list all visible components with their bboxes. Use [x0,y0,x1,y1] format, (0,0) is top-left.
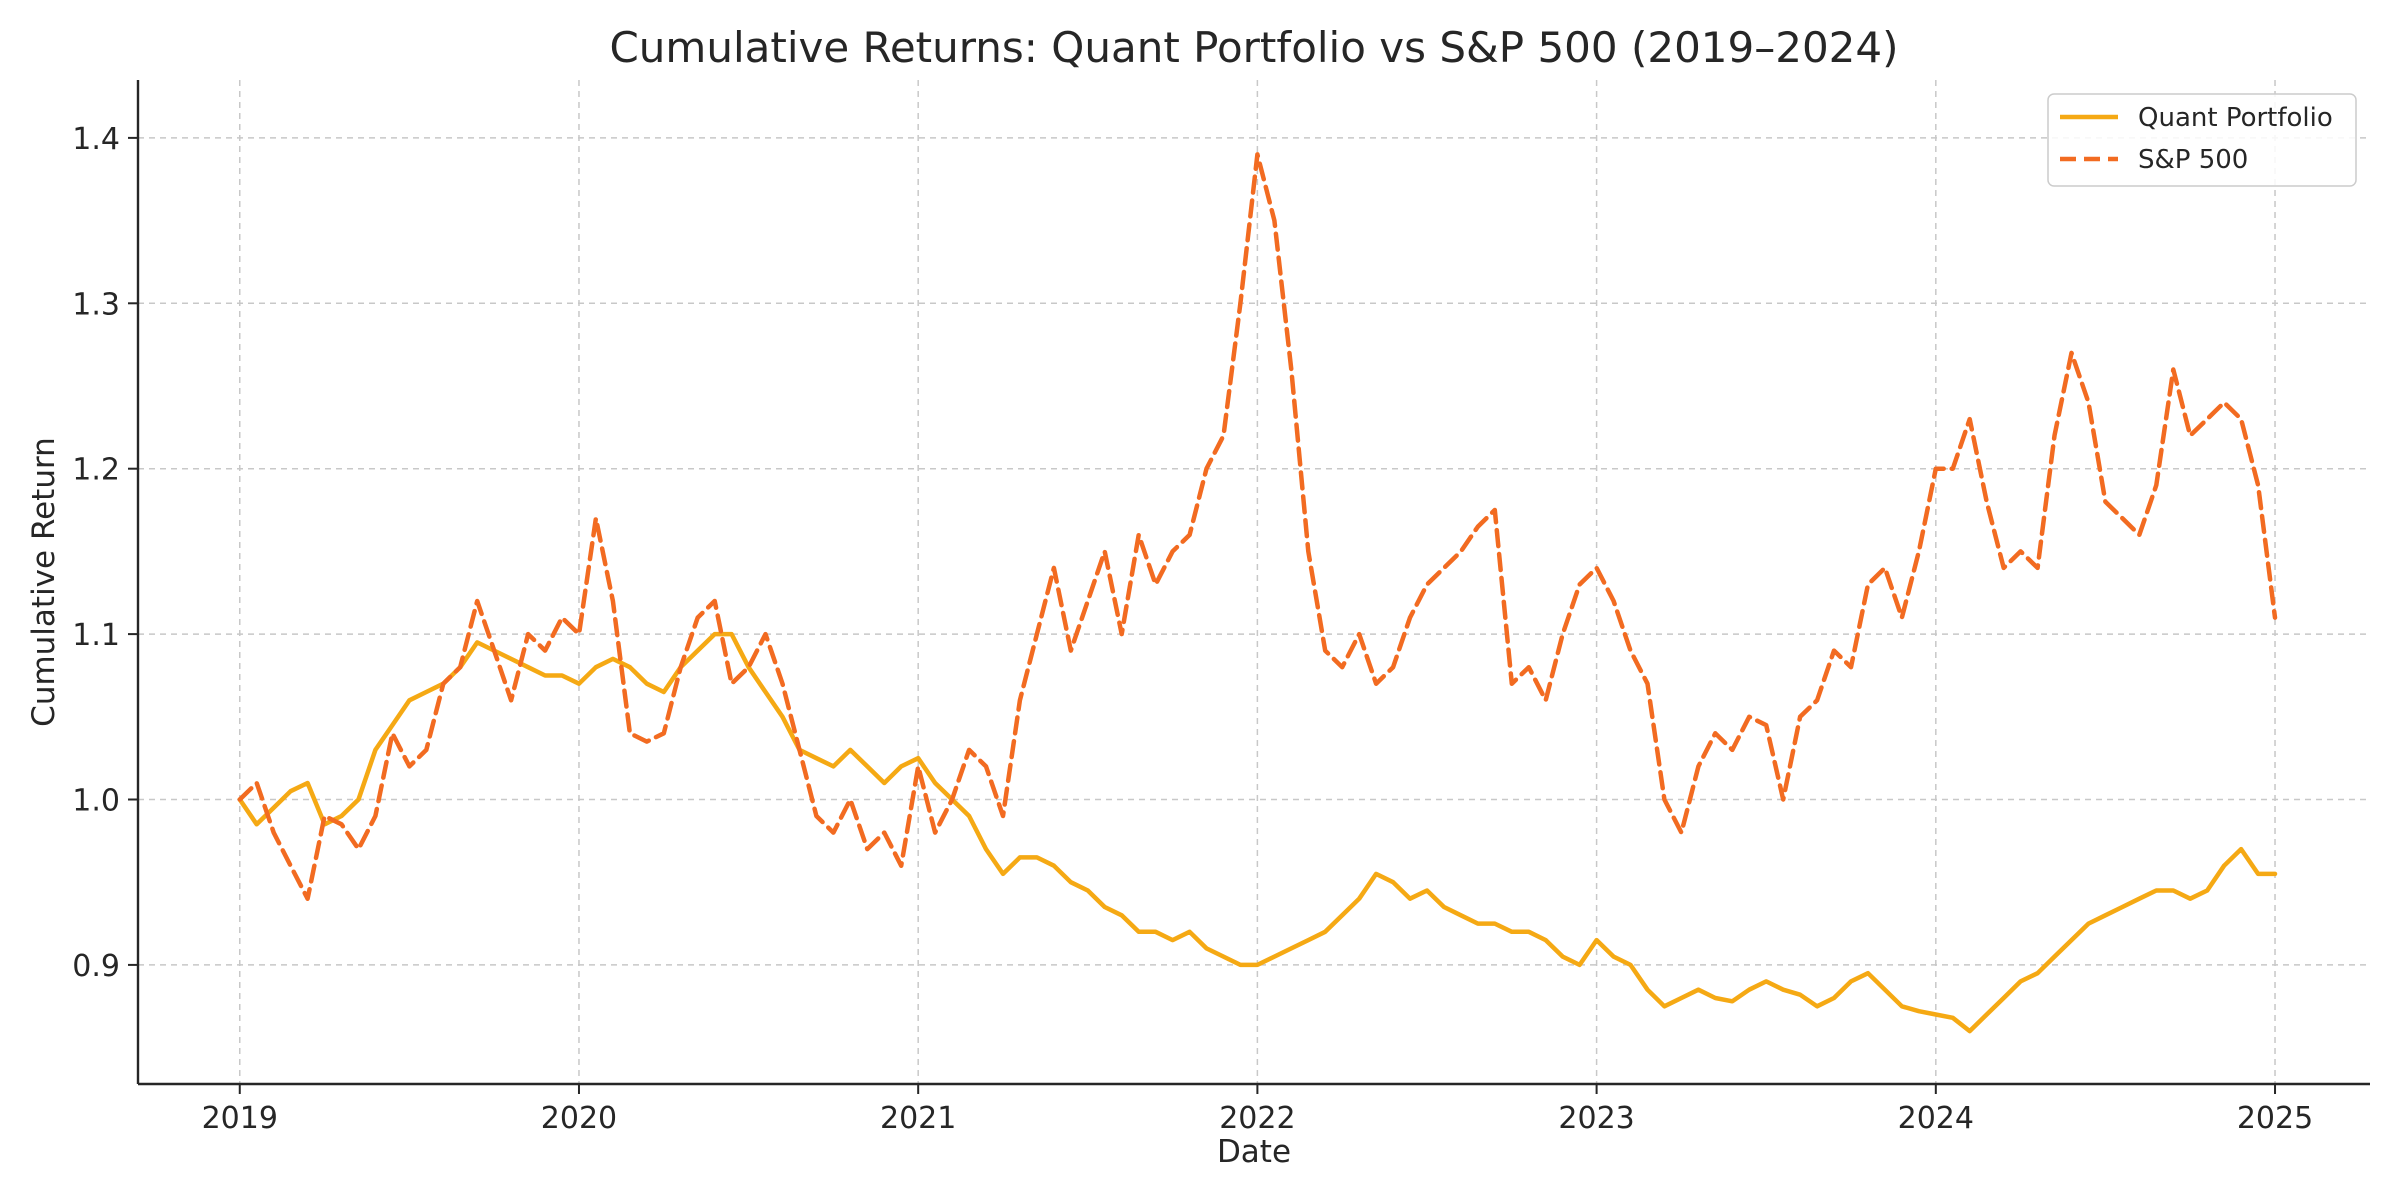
legend-label-quant-portfolio: Quant Portfolio [2138,103,2333,133]
y-tick-label: 1.4 [72,122,120,157]
grid [138,80,2370,1084]
x-axis-ticks: 2019 2020 2021 2022 2023 2024 2025 [202,1084,2313,1136]
y-tick-label: 1.1 [72,618,120,653]
y-tick-label: 0.9 [72,949,120,984]
x-axis-label: Date [1217,1134,1291,1170]
x-tick-label: 2019 [202,1101,278,1136]
x-tick-label: 2020 [541,1101,617,1136]
chart-title: Cumulative Returns: Quant Portfolio vs S… [609,23,1898,72]
plot-area [237,152,2278,1034]
legend-label-sp500: S&P 500 [2138,145,2248,175]
series-line-quant-portfolio [237,631,2278,1034]
y-axis-ticks: 0.9 1.0 1.1 1.2 1.3 1.4 [72,122,138,984]
x-tick-label: 2023 [1558,1101,1634,1136]
y-tick-label: 1.2 [72,453,120,488]
y-axis-label: Cumulative Return [26,437,62,727]
x-tick-label: 2025 [2237,1101,2313,1136]
legend: Quant Portfolio S&P 500 [2047,93,2357,187]
legend-frame [2047,93,2357,187]
x-tick-label: 2022 [1219,1101,1295,1136]
x-tick-label: 2021 [880,1101,956,1136]
x-tick-label: 2024 [1898,1101,1974,1136]
y-tick-label: 1.0 [72,784,120,819]
y-tick-label: 1.3 [72,287,120,322]
series-line-s-p-500 [237,152,2278,901]
